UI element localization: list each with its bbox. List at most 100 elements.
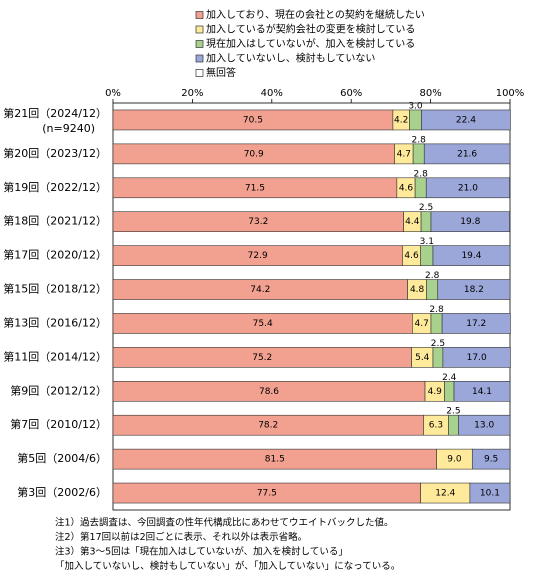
- value-label: 3.0: [408, 101, 423, 111]
- legend-swatch: [195, 25, 204, 34]
- legend-swatch: [195, 69, 204, 77]
- x-tick-label: 80%: [419, 88, 441, 99]
- value-label: 21.0: [458, 183, 478, 193]
- value-label: 2.8: [412, 135, 427, 145]
- legend-label: 加入していないし、検討もしていない: [206, 52, 375, 65]
- legend-label: 現在加入はしていないが、加入を検討している: [206, 37, 415, 50]
- value-label: 19.8: [460, 217, 480, 227]
- value-label: 9.0: [447, 455, 462, 465]
- value-label: 22.4: [456, 115, 476, 125]
- value-label: 12.4: [435, 489, 455, 499]
- bar-segment: [448, 414, 459, 436]
- value-label: 71.5: [245, 183, 265, 193]
- bar-segment: [444, 380, 455, 402]
- bar-segment: [425, 177, 510, 199]
- value-label: 78.6: [259, 387, 279, 397]
- value-label: 4.7: [397, 149, 411, 159]
- bar-segment: [430, 313, 443, 334]
- category-label: 第21回（2024/12）: [3, 106, 107, 120]
- bar-segment: [420, 245, 434, 266]
- value-label: 4.4: [405, 217, 420, 227]
- value-label: 81.5: [265, 455, 285, 465]
- value-label: 13.0: [474, 421, 494, 431]
- legend-swatch: [195, 54, 204, 63]
- bar-segment: [432, 245, 511, 266]
- footnote: 注3）第3～5回は「現在加入はしていないが、加入を検討している」: [55, 546, 348, 558]
- value-label: 77.5: [257, 489, 277, 499]
- legend-swatch: [195, 11, 204, 19]
- value-label: 10.1: [480, 489, 500, 499]
- legend-label: 加入しており、現在の会社との契約を継続したい: [206, 8, 425, 21]
- value-label: 21.6: [457, 149, 477, 159]
- bar-segment: [420, 211, 432, 233]
- bar-segment: [441, 313, 511, 334]
- plot-frame: [112, 102, 511, 511]
- value-label: 17.2: [466, 319, 486, 329]
- value-label: 70.5: [243, 115, 263, 125]
- category-label: 第18回（2021/12）: [3, 214, 107, 228]
- x-tick-label: 0%: [105, 88, 121, 99]
- value-label: 72.9: [248, 251, 268, 261]
- value-label: 4.2: [394, 115, 408, 125]
- bar-segment: [469, 482, 511, 504]
- bar-segment: [432, 347, 444, 368]
- value-label: 19.4: [461, 251, 481, 261]
- category-label: 第13回（2016/12）: [3, 315, 107, 329]
- bar-segment: [471, 448, 511, 470]
- value-label: 75.2: [252, 353, 272, 363]
- legend-label: 加入しているが契約会社の変更を検討している: [206, 23, 415, 36]
- value-label: 74.2: [250, 285, 270, 295]
- bar-segment: [409, 109, 422, 131]
- x-tick-label: 100%: [496, 88, 525, 99]
- category-label: 第20回（2023/12）: [3, 146, 107, 160]
- footnote: 注1）過去調査は、今回調査の性年代構成比にあわせてウエイトバックした値。: [55, 517, 394, 529]
- category-label: 第9回（2012/12）: [10, 383, 107, 397]
- value-label: 2.4: [442, 373, 457, 383]
- legend-label: 無回答: [206, 66, 236, 79]
- value-label: 18.2: [464, 285, 484, 295]
- category-label: 第11回（2014/12）: [3, 349, 107, 363]
- bar-segment: [458, 414, 511, 436]
- value-label: 2.5: [431, 339, 445, 349]
- value-label: 2.8: [429, 305, 444, 315]
- value-label: 4.6: [404, 251, 419, 261]
- footnote: 「加入していないし、検討もしていない」が、「加入していない」になっている。: [55, 560, 400, 572]
- value-label: 4.8: [410, 285, 425, 295]
- category-label: 第7回（2010/12）: [10, 417, 107, 431]
- value-label: 2.8: [414, 169, 429, 179]
- value-label: 6.3: [429, 421, 443, 431]
- value-label: 17.0: [467, 353, 487, 363]
- value-label: 3.1: [420, 237, 434, 247]
- sample-size: (n=9240): [42, 122, 95, 135]
- value-label: 2.8: [425, 271, 440, 281]
- bar-segment: [453, 380, 511, 402]
- value-label: 5.4: [415, 353, 430, 363]
- value-label: 2.5: [419, 203, 433, 213]
- value-label: 75.4: [253, 319, 273, 329]
- x-tick-label: 20%: [181, 88, 203, 99]
- value-label: 4.9: [428, 387, 443, 397]
- value-label: 78.2: [258, 421, 278, 431]
- category-label: 第19回（2022/12）: [3, 180, 107, 194]
- value-label: 2.5: [446, 407, 460, 417]
- bar-segment: [414, 177, 427, 199]
- category-label: 第17回（2020/12）: [3, 248, 107, 262]
- bar-segment: [426, 279, 439, 300]
- footnote: 注2）第17回以前は2回ごとに表示、それ以外は表示省略。: [55, 531, 307, 543]
- value-label: 4.6: [399, 183, 414, 193]
- value-label: 9.5: [484, 455, 498, 465]
- bar-segment: [423, 143, 511, 165]
- x-tick-label: 40%: [261, 88, 283, 99]
- bar-segment: [412, 143, 425, 165]
- value-label: 14.1: [472, 387, 492, 397]
- bar-segment: [437, 279, 511, 300]
- legend-swatch: [195, 40, 204, 48]
- category-label: 第5回（2004/6）: [17, 451, 107, 465]
- value-label: 70.9: [244, 149, 264, 159]
- bar-segment: [442, 347, 511, 368]
- category-label: 第3回（2002/6）: [17, 485, 107, 499]
- x-tick-label: 60%: [340, 88, 362, 99]
- bar-segment: [421, 109, 511, 131]
- bar-segment: [430, 211, 510, 233]
